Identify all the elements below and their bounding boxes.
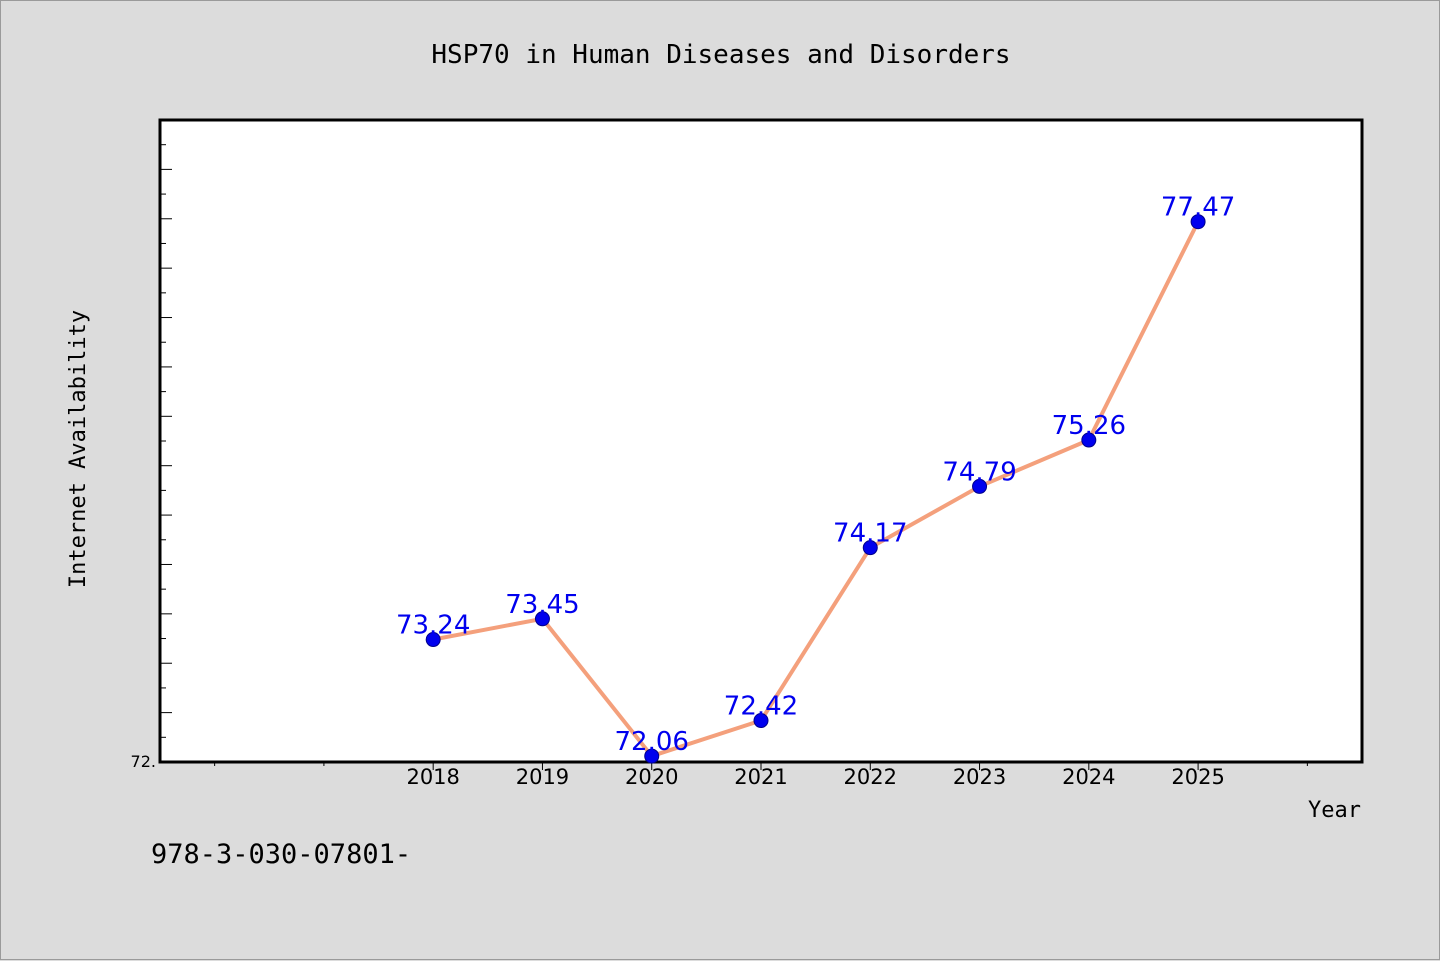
data-label: 72.06 bbox=[615, 727, 689, 757]
x-tick-labels: 2018 2019 2020 2021 2022 2023 2024 2025 bbox=[406, 765, 1224, 789]
data-point bbox=[1190, 214, 1206, 230]
data-point bbox=[644, 748, 660, 764]
x-tick-label: 2025 bbox=[1171, 765, 1224, 789]
x-tick-label: 2021 bbox=[734, 765, 787, 789]
data-label: 74.79 bbox=[942, 457, 1016, 487]
chart-title: HSP70 in Human Diseases and Disorders bbox=[431, 40, 1010, 70]
x-tick-label: 2022 bbox=[844, 765, 897, 789]
data-label: 73.24 bbox=[396, 611, 470, 641]
data-label: 74.17 bbox=[833, 519, 907, 549]
data-label: 73.45 bbox=[505, 590, 579, 620]
series-layer: 73.24 73.45 72.06 72.42 74.17 74.79 75.26 77.47 bbox=[396, 193, 1235, 764]
data-label: 77.47 bbox=[1161, 193, 1235, 223]
y-axis-ticks bbox=[160, 119, 172, 763]
x-tick-label: 2023 bbox=[953, 765, 1006, 789]
data-point bbox=[862, 540, 878, 556]
data-point bbox=[425, 632, 441, 648]
x-tick-label: 2020 bbox=[625, 765, 678, 789]
data-point bbox=[972, 478, 988, 494]
x-tick-label: 2018 bbox=[406, 765, 459, 789]
x-axis-ticks bbox=[214, 762, 1308, 770]
x-tick-label: 2019 bbox=[516, 765, 569, 789]
footer-isbn: 978-3-030-07801- bbox=[151, 839, 411, 870]
y-tick-label: 72. bbox=[131, 752, 156, 771]
x-axis-label: Year bbox=[1308, 798, 1361, 823]
data-label: 75.26 bbox=[1052, 411, 1126, 441]
data-point bbox=[1081, 432, 1097, 448]
data-point bbox=[753, 713, 769, 729]
x-tick-label: 2024 bbox=[1062, 765, 1115, 789]
series-line bbox=[432, 220, 1200, 759]
data-point bbox=[534, 611, 550, 627]
y-axis-label: Internet Availability bbox=[66, 310, 91, 588]
plot-area bbox=[158, 118, 1364, 764]
data-label: 72.42 bbox=[724, 692, 798, 722]
